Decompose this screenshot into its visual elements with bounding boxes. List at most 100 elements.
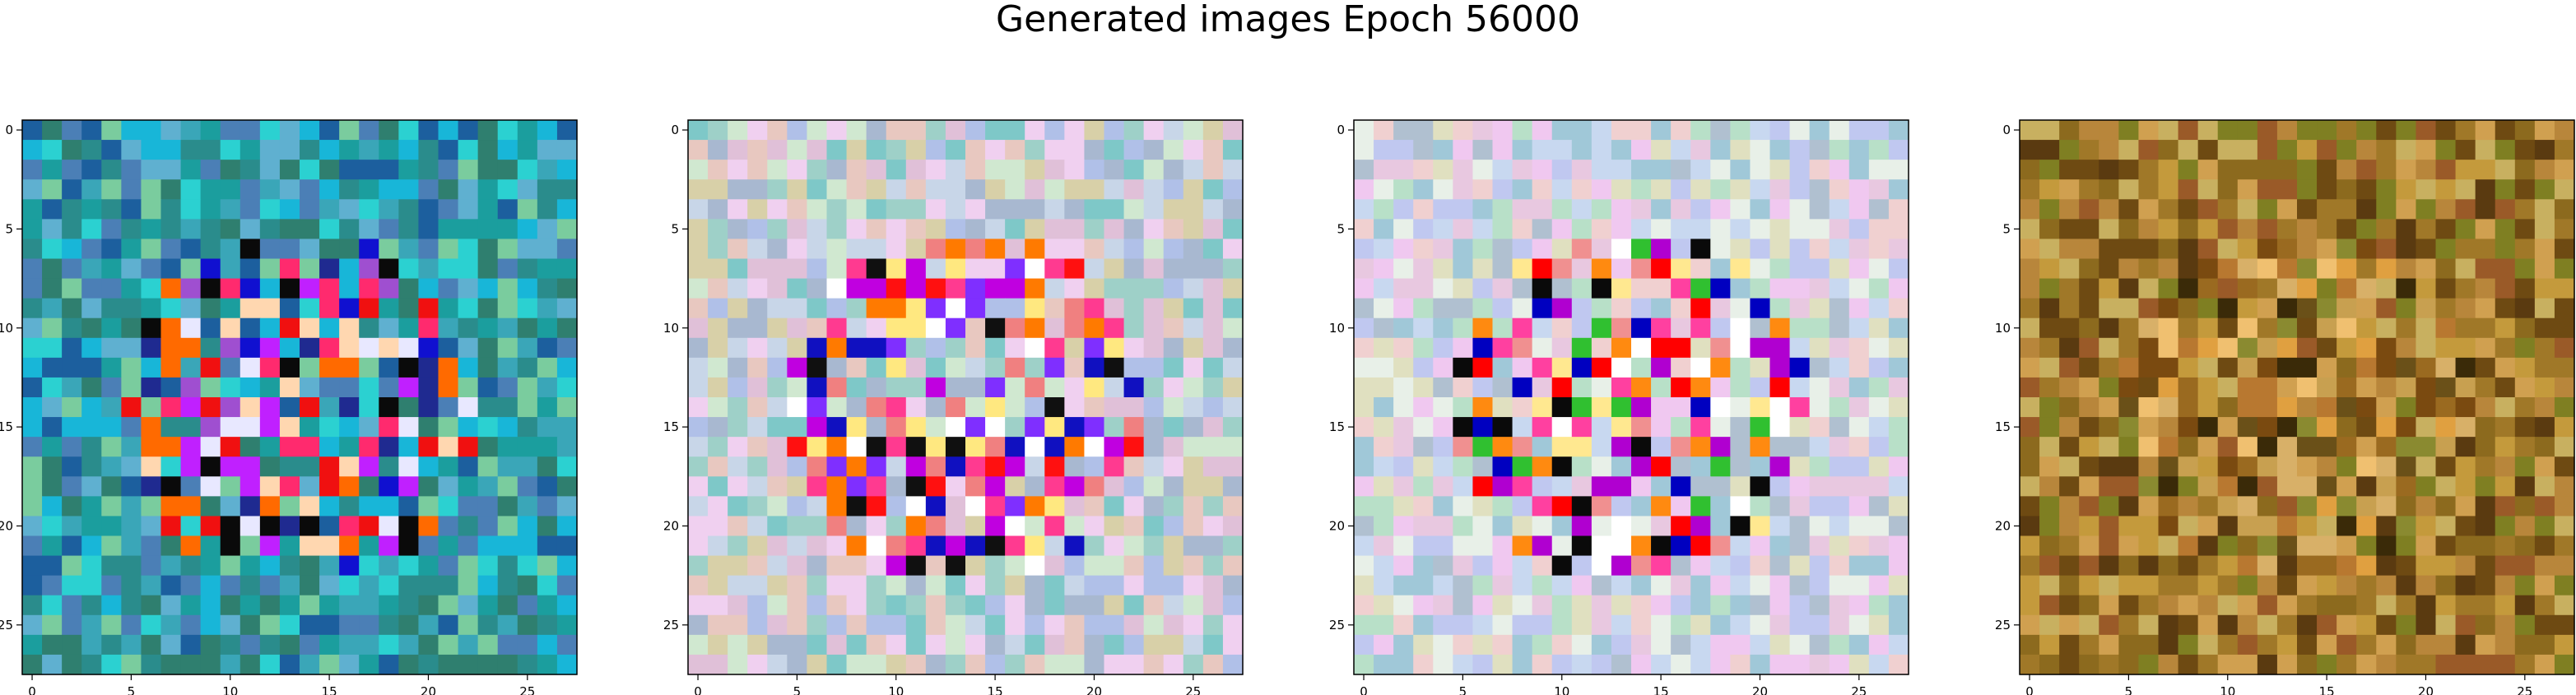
pixel-cell xyxy=(866,179,887,200)
pixel-cell xyxy=(1492,417,1514,438)
pixel-cell xyxy=(2217,298,2239,319)
pixel-cell xyxy=(2435,239,2457,260)
pixel-cell xyxy=(1532,120,1553,141)
pixel-cell xyxy=(807,535,828,557)
pixel-cell xyxy=(517,595,538,616)
pixel-cell xyxy=(1433,516,1453,537)
pixel-cell xyxy=(2079,595,2099,616)
pixel-cell xyxy=(866,140,887,160)
pixel-cell xyxy=(220,595,241,616)
pixel-cell xyxy=(1374,140,1394,160)
pixel-cell xyxy=(1769,476,1791,497)
pixel-cell xyxy=(1789,120,1811,141)
pixel-cell xyxy=(239,199,261,220)
pixel-cell xyxy=(556,516,578,537)
pixel-cell xyxy=(2376,516,2397,537)
pixel-cell xyxy=(1183,179,1204,200)
pixel-cell xyxy=(2197,654,2219,675)
pixel-cell xyxy=(160,239,182,260)
pixel-cell xyxy=(101,377,122,398)
pixel-cell xyxy=(866,199,887,220)
pixel-cell xyxy=(141,140,162,160)
pixel-cell xyxy=(2079,317,2099,339)
pixel-cell xyxy=(2554,239,2575,260)
pixel-cell xyxy=(2178,258,2199,280)
pixel-cell xyxy=(1571,337,1593,359)
pixel-cell xyxy=(747,377,768,398)
pixel-cell xyxy=(1202,555,1224,577)
pixel-cell xyxy=(1809,377,1830,398)
pixel-cell xyxy=(2099,417,2119,438)
pixel-cell xyxy=(22,179,43,200)
pixel-cell xyxy=(1492,179,1514,200)
pixel-cell xyxy=(477,654,499,675)
pixel-cell xyxy=(1710,239,1731,260)
pixel-cell xyxy=(477,417,499,438)
pixel-cell xyxy=(81,120,102,141)
pixel-cell xyxy=(339,397,360,418)
pixel-cell xyxy=(945,535,966,557)
pixel-cell xyxy=(477,397,499,418)
y-tick-label: 5 xyxy=(5,221,13,236)
pixel-cell xyxy=(1064,258,1086,280)
pixel-cell xyxy=(2514,535,2536,557)
pixel-cell xyxy=(1163,575,1184,596)
pixel-cell xyxy=(2079,258,2099,280)
pixel-cell xyxy=(1651,417,1672,438)
pixel-cell xyxy=(2376,476,2397,497)
pixel-cell xyxy=(62,535,82,557)
pixel-cell xyxy=(1005,397,1025,418)
pixel-cell xyxy=(220,417,241,438)
pixel-cell xyxy=(2039,337,2060,359)
pixel-cell xyxy=(2217,377,2239,398)
pixel-cell xyxy=(1769,555,1791,577)
pixel-cell xyxy=(359,357,379,378)
pixel-cell xyxy=(728,239,748,260)
pixel-cell xyxy=(2039,516,2060,537)
pixel-cell xyxy=(965,337,986,359)
pixel-cell xyxy=(1888,516,1909,537)
pixel-cell xyxy=(1671,476,1691,497)
pixel-cell xyxy=(1848,199,1870,220)
pixel-cell xyxy=(1374,258,1394,280)
pixel-cell xyxy=(1183,555,1204,577)
pixel-cell xyxy=(2257,278,2278,299)
pixel-cell xyxy=(1374,298,1394,319)
pixel-cell xyxy=(1769,179,1791,200)
pixel-cell xyxy=(121,199,142,220)
pixel-cell xyxy=(180,476,202,497)
pixel-cell xyxy=(517,278,538,299)
pixel-cell xyxy=(141,278,162,299)
pixel-cell xyxy=(925,476,946,497)
pixel-cell xyxy=(398,239,420,260)
pixel-cell xyxy=(1374,160,1394,180)
pixel-cell xyxy=(1631,496,1652,517)
pixel-cell xyxy=(1571,160,1593,180)
pixel-cell xyxy=(1888,575,1909,596)
pixel-cell xyxy=(1222,555,1244,577)
pixel-cell xyxy=(747,239,768,260)
pixel-cell xyxy=(1848,219,1870,240)
pixel-cell xyxy=(1433,595,1453,616)
pixel-cell xyxy=(1163,239,1184,260)
pixel-cell xyxy=(1611,140,1632,160)
pixel-cell xyxy=(1393,179,1414,200)
pixel-cell xyxy=(767,160,788,180)
pixel-cell xyxy=(1064,397,1086,418)
pixel-cell xyxy=(807,437,828,457)
pixel-cell xyxy=(708,535,728,557)
pixel-cell xyxy=(1064,654,1086,675)
pixel-cell xyxy=(1393,437,1414,457)
pixel-cell xyxy=(1143,317,1165,339)
pixel-cell xyxy=(945,476,966,497)
pixel-cell xyxy=(886,397,907,418)
pixel-cell xyxy=(1730,179,1751,200)
pixel-cell xyxy=(2118,278,2140,299)
pixel-cell xyxy=(2475,278,2496,299)
pixel-cell xyxy=(537,535,558,557)
pixel-cell xyxy=(688,298,709,319)
pixel-cell xyxy=(319,258,340,280)
pixel-cell xyxy=(2435,337,2457,359)
pixel-cell xyxy=(1571,278,1593,299)
pixel-cell xyxy=(1829,298,1850,319)
